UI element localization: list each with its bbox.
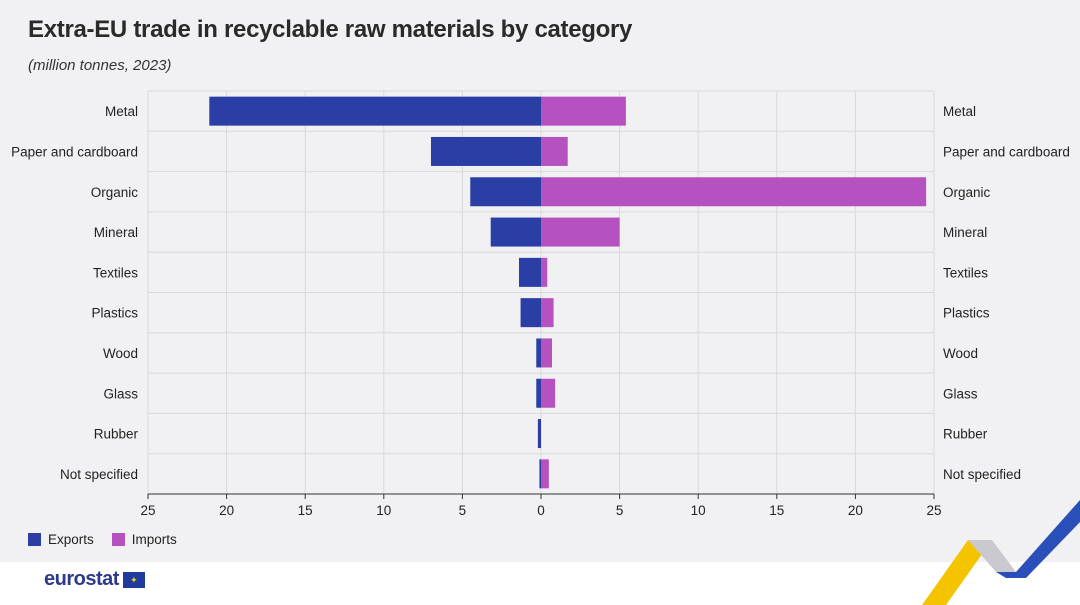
category-label-right-wood: Wood (943, 346, 978, 361)
bar-exports-not-specified (539, 459, 541, 489)
bar-exports-paper-and-cardboard (430, 136, 541, 166)
chart-subtitle: (million tonnes, 2023) (28, 57, 172, 74)
chart-title: Extra-EU trade in recyclable raw materia… (28, 16, 633, 43)
category-label-right-textiles: Textiles (943, 265, 988, 280)
legend: Exports Imports (28, 532, 195, 547)
eurostat-logo: eurostat ✦ (44, 568, 145, 591)
x-tick-label: 10 (691, 503, 706, 518)
bar-exports-glass (536, 378, 541, 408)
bars (209, 96, 927, 489)
x-tick-label: 25 (926, 503, 941, 518)
legend-swatch-imports (111, 533, 125, 546)
bar-imports-textiles (541, 257, 548, 287)
x-tick-label: 15 (298, 503, 313, 518)
bar-chart: Metal Metal Paper and cardboard Paper and c… (11, 90, 1070, 518)
bar-imports-metal (541, 96, 626, 126)
bar-exports-wood (536, 338, 541, 368)
category-label-right-glass: Glass (943, 386, 978, 401)
category-label-left-rubber: Rubber (94, 427, 139, 442)
bar-imports-organic (541, 177, 927, 207)
category-label-right-rubber: Rubber (943, 427, 988, 442)
x-tick-label: 0 (537, 503, 545, 518)
bar-imports-mineral (541, 217, 620, 247)
legend-swatch-exports (28, 533, 41, 546)
bar-exports-metal (209, 96, 542, 126)
category-label-right-mineral: Mineral (943, 225, 987, 240)
category-label-right-organic: Organic (943, 185, 991, 200)
x-tick-label: 15 (769, 503, 784, 518)
category-label-left-textiles: Textiles (93, 265, 138, 280)
category-label-right-paper-and-cardboard: Paper and cardboard (943, 144, 1070, 159)
category-label-left-wood: Wood (103, 346, 138, 361)
legend-item-imports: Imports (111, 532, 177, 547)
x-tick-label: 5 (459, 503, 467, 518)
bar-exports-plastics (520, 298, 541, 328)
bar-imports-glass (541, 378, 556, 408)
bar-imports-plastics (541, 298, 554, 328)
x-tick-label: 20 (219, 503, 234, 518)
bar-exports-mineral (490, 217, 541, 247)
x-tick-label: 10 (376, 503, 391, 518)
x-axis: 25 20 15 10 5 0 5 10 15 20 25 (140, 493, 942, 518)
category-label-left-metal: Metal (105, 104, 138, 119)
bar-exports-organic (470, 177, 541, 207)
category-label-left-glass: Glass (103, 386, 138, 401)
eu-flag-icon: ✦ (122, 571, 145, 588)
legend-label-exports: Exports (48, 532, 94, 547)
logo-text: eurostat (44, 568, 119, 590)
bar-exports-rubber (537, 419, 541, 449)
legend-label-imports: Imports (131, 532, 177, 547)
x-tick-label: 20 (848, 503, 863, 518)
category-label-left-paper-and-cardboard: Paper and cardboard (11, 144, 138, 159)
category-label-left-organic: Organic (91, 185, 139, 200)
x-tick-label: 5 (616, 503, 624, 518)
category-labels: Metal Metal Paper and cardboard Paper and c… (11, 104, 1070, 482)
bar-imports-not-specified (541, 459, 549, 489)
legend-item-exports: Exports (28, 532, 94, 547)
bar-imports-wood (541, 338, 553, 368)
footer (0, 562, 1080, 605)
x-tick-label: 25 (140, 503, 155, 518)
category-label-right-metal: Metal (943, 104, 976, 119)
grid-lines (147, 90, 935, 494)
category-label-left-plastics: Plastics (91, 306, 138, 321)
bar-exports-textiles (518, 257, 541, 287)
category-label-left-not-specified: Not specified (60, 467, 138, 482)
category-label-right-not-specified: Not specified (943, 467, 1021, 482)
category-label-left-mineral: Mineral (94, 225, 138, 240)
bar-imports-paper-and-cardboard (541, 136, 568, 166)
category-label-right-plastics: Plastics (943, 306, 990, 321)
